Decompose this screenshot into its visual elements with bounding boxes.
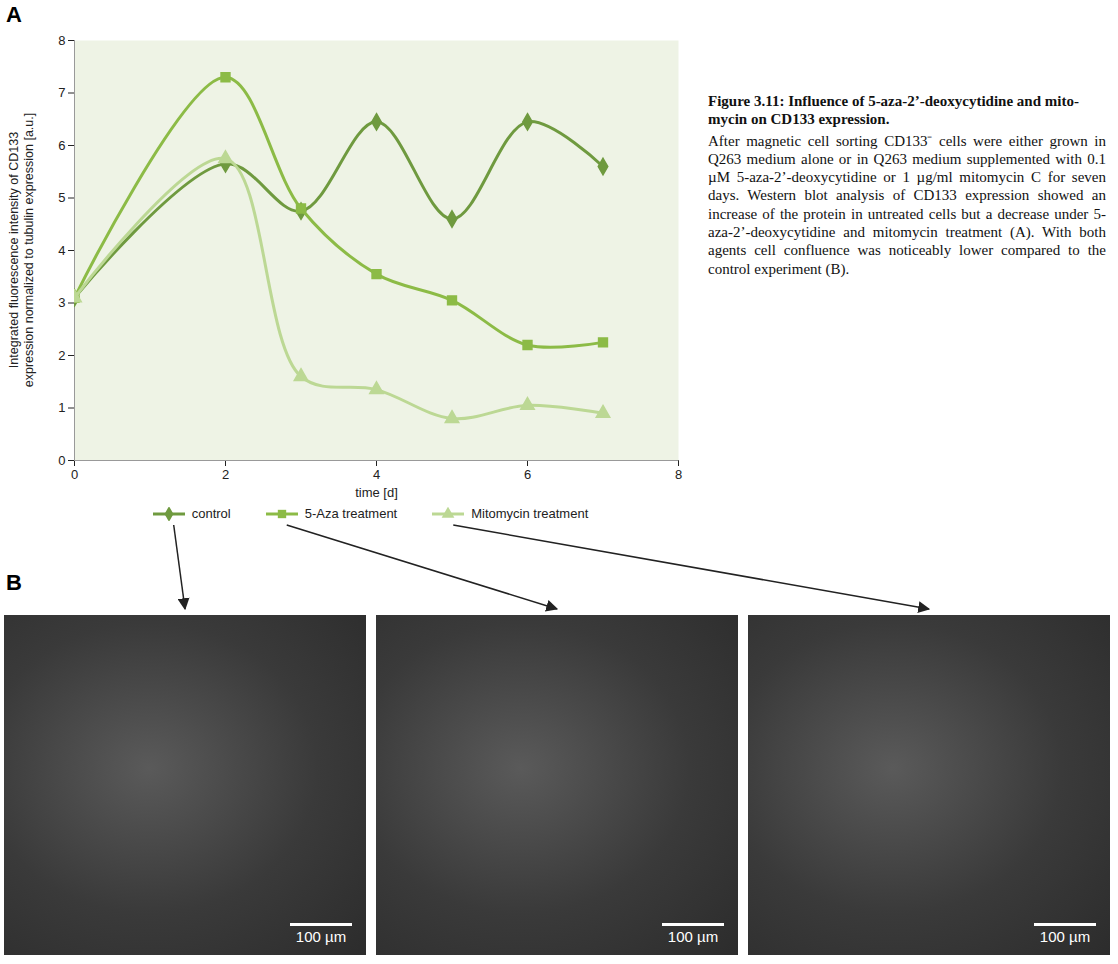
svg-text:8: 8 [675, 467, 682, 482]
html-text:100 µm: 100 µm [295, 928, 347, 945]
svg-text:5: 5 [58, 190, 65, 205]
svg-text:3: 3 [58, 295, 65, 310]
html-text:After magnetic cell sorting CD: After magnetic cell sorting CD133⁻ cells… [708, 132, 1106, 277]
html-text:100 µm: 100 µm [1039, 928, 1091, 945]
html-text:5-Aza treatment: 5-Aza treatment [304, 506, 398, 521]
html-text:100 µm: 100 µm [667, 928, 719, 945]
html-text:control: control [191, 506, 231, 521]
svg-text:0: 0 [71, 467, 78, 482]
svg-text:Integrated fluorescence intens: Integrated fluorescence intensity of CD1… [7, 113, 37, 387]
svg-text:4: 4 [58, 243, 65, 258]
html-text:B: B [6, 570, 22, 595]
svg-text:0: 0 [58, 453, 65, 468]
svg-text:2: 2 [58, 348, 65, 363]
html-text:Figure 3.11: Influence of 5-az: Figure 3.11: Influence of 5-aza-2’-deoxy… [708, 93, 1079, 128]
svg-text:7: 7 [58, 85, 65, 100]
svg-text:1: 1 [58, 400, 65, 415]
svg-text:8: 8 [58, 33, 65, 48]
svg-text:time [d]: time [d] [355, 485, 398, 500]
svg-text:4: 4 [373, 467, 380, 482]
svg-text:2: 2 [222, 467, 229, 482]
html-text:A: A [6, 2, 22, 27]
html-text:Mitomycin treatment: Mitomycin treatment [471, 506, 589, 521]
svg-text:6: 6 [58, 138, 65, 153]
svg-text:6: 6 [524, 467, 531, 482]
